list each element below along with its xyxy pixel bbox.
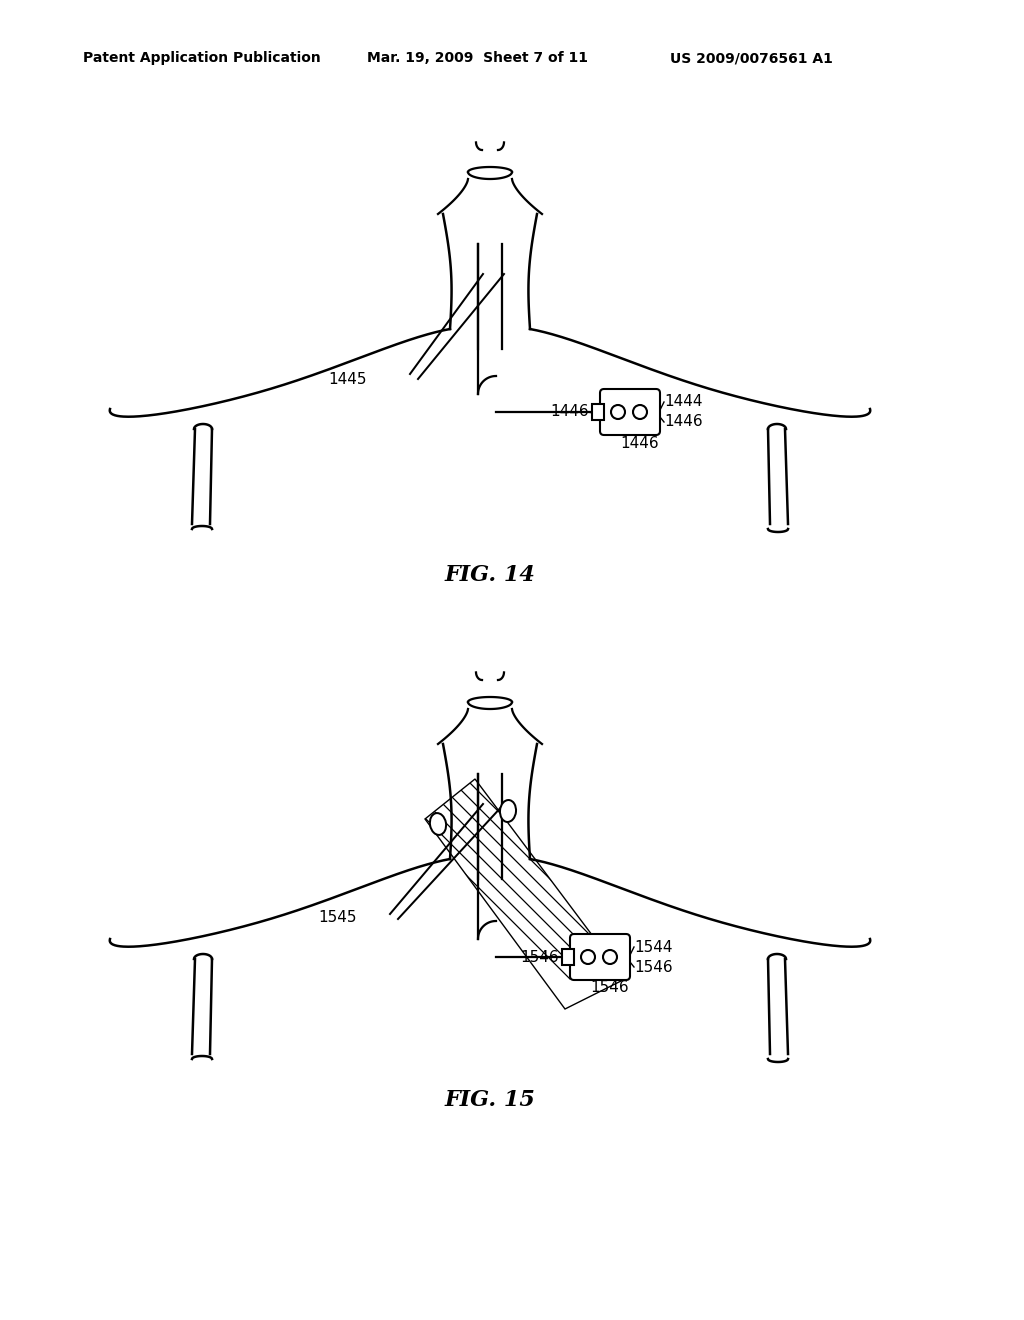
Text: Mar. 19, 2009  Sheet 7 of 11: Mar. 19, 2009 Sheet 7 of 11	[367, 51, 588, 65]
Circle shape	[633, 405, 647, 418]
Text: FIG. 15: FIG. 15	[444, 1089, 536, 1111]
Bar	[592, 404, 604, 420]
FancyBboxPatch shape	[600, 389, 660, 436]
Text: US 2009/0076561 A1: US 2009/0076561 A1	[670, 51, 833, 65]
Text: FIG. 14: FIG. 14	[444, 564, 536, 586]
Circle shape	[581, 950, 595, 964]
Circle shape	[611, 405, 625, 418]
Text: 1444: 1444	[664, 395, 702, 409]
Text: 1446: 1446	[550, 404, 589, 420]
FancyBboxPatch shape	[570, 935, 630, 979]
Text: 1546: 1546	[634, 960, 673, 974]
Ellipse shape	[500, 800, 516, 822]
Text: Patent Application Publication: Patent Application Publication	[83, 51, 321, 65]
Text: 1445: 1445	[328, 371, 367, 387]
Ellipse shape	[430, 813, 446, 836]
Text: 1546: 1546	[520, 949, 559, 965]
Text: 1446: 1446	[664, 414, 702, 429]
Bar	[562, 949, 574, 965]
Text: 1545: 1545	[318, 909, 356, 924]
Text: 1546: 1546	[590, 981, 629, 995]
Text: 1544: 1544	[634, 940, 673, 954]
Text: 1446: 1446	[620, 436, 658, 450]
Circle shape	[603, 950, 617, 964]
